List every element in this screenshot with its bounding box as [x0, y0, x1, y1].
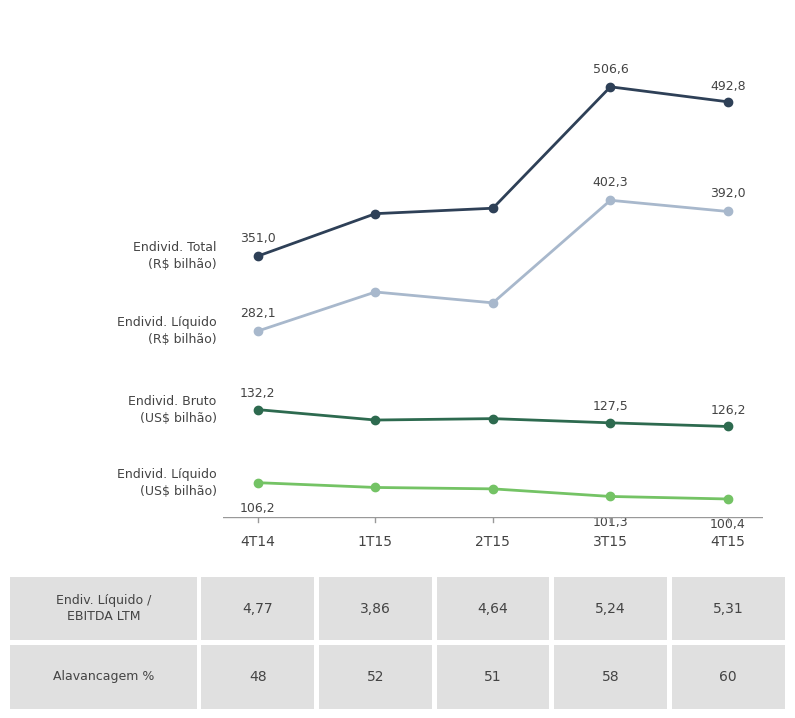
Text: 60: 60 — [719, 670, 737, 684]
Text: 126,2: 126,2 — [710, 404, 746, 416]
Bar — [319, 577, 432, 640]
Text: 51: 51 — [484, 670, 502, 684]
Text: 127,5: 127,5 — [592, 400, 628, 413]
Text: 4,77: 4,77 — [242, 602, 273, 615]
Text: 58: 58 — [602, 670, 619, 684]
Text: Endivid. Líquido
(US$ bilhão): Endivid. Líquido (US$ bilhão) — [117, 467, 217, 498]
Text: 3,86: 3,86 — [360, 602, 391, 615]
Bar — [436, 645, 549, 709]
Text: Alavancagem %: Alavancagem % — [52, 670, 154, 684]
Bar — [319, 645, 432, 709]
Bar — [672, 645, 785, 709]
Bar — [672, 577, 785, 640]
Text: Endivid. Total
(R$ bilhão): Endivid. Total (R$ bilhão) — [134, 241, 217, 271]
Text: 48: 48 — [249, 670, 266, 684]
Text: 402,3: 402,3 — [592, 176, 628, 189]
Text: 1T15: 1T15 — [358, 535, 393, 549]
Bar — [554, 577, 667, 640]
Bar — [10, 645, 196, 709]
Text: 4T14: 4T14 — [240, 535, 275, 549]
Text: 3T15: 3T15 — [593, 535, 628, 549]
Text: 392,0: 392,0 — [710, 187, 746, 200]
Bar — [554, 645, 667, 709]
Text: Endivid. Líquido
(R$ bilhão): Endivid. Líquido (R$ bilhão) — [117, 316, 217, 346]
Text: 5,24: 5,24 — [595, 602, 626, 615]
Text: Endiv. Líquido /
EBITDA LTM: Endiv. Líquido / EBITDA LTM — [56, 594, 151, 623]
Bar — [436, 577, 549, 640]
Text: 132,2: 132,2 — [240, 387, 276, 400]
Text: 100,4: 100,4 — [710, 518, 746, 531]
Text: 52: 52 — [366, 670, 384, 684]
Text: 5,31: 5,31 — [713, 602, 743, 615]
Bar — [10, 577, 196, 640]
Text: 2T15: 2T15 — [475, 535, 510, 549]
Text: 351,0: 351,0 — [240, 232, 276, 245]
Text: Endivid. Bruto
(US$ bilhão): Endivid. Bruto (US$ bilhão) — [129, 395, 217, 424]
Text: 106,2: 106,2 — [240, 502, 276, 515]
Text: 4,64: 4,64 — [478, 602, 508, 615]
Bar — [201, 577, 314, 640]
Text: 4T15: 4T15 — [711, 535, 746, 549]
Text: 492,8: 492,8 — [710, 80, 746, 93]
Text: 101,3: 101,3 — [592, 516, 628, 529]
Text: 282,1: 282,1 — [240, 307, 276, 320]
Text: 506,6: 506,6 — [592, 62, 628, 75]
Bar — [201, 645, 314, 709]
